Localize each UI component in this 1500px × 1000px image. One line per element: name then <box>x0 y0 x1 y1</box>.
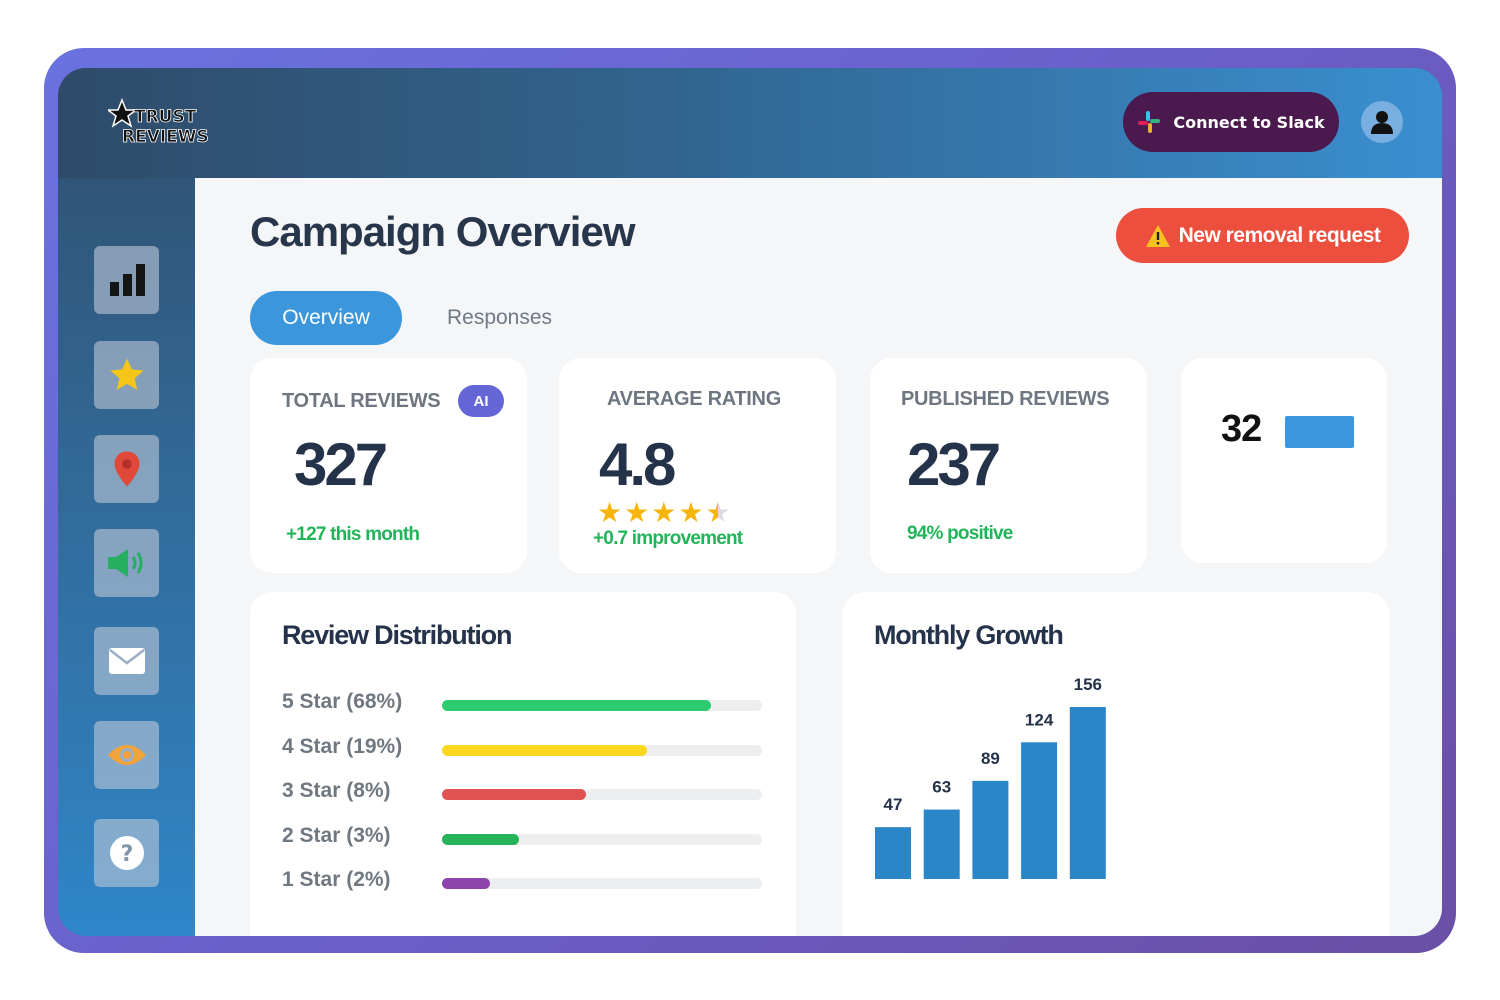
logo-text-bottom: REVIEWS <box>122 127 209 147</box>
extra-stat-card: 32 <box>1181 358 1387 563</box>
rating-stars: ★ ★ ★ ★ ★ <box>597 499 731 527</box>
map-pin-icon <box>114 451 139 487</box>
sidebar-item-locations[interactable] <box>94 435 159 503</box>
help-icon: ? <box>109 836 144 870</box>
review-distribution-card: Review Distribution 5 Star (68%) 4 Star (… <box>250 592 796 936</box>
growth-bar <box>1021 742 1058 879</box>
top-bar: TRUST REVIEWS Connect to Slack <box>58 68 1442 178</box>
main-content: Campaign Overview New removal request Ov… <box>195 178 1442 936</box>
distribution-row: 3 Star (8%) <box>282 779 762 809</box>
total-reviews-card: TOTAL REVIEWS AI 327 +127 this month <box>250 358 527 573</box>
sidebar-item-help[interactable]: ? <box>94 819 159 887</box>
sidebar-item-campaigns[interactable] <box>94 529 159 597</box>
monthly-growth-title: Monthly Growth <box>874 620 1064 650</box>
rating-star-icon: ★ <box>651 497 677 528</box>
mail-icon <box>108 648 145 674</box>
published-reviews-card: PUBLISHED REVIEWS 237 94% positive <box>870 358 1147 573</box>
new-removal-request-button[interactable]: New removal request <box>1116 208 1409 263</box>
brand-logo[interactable]: TRUST REVIEWS <box>108 96 248 152</box>
published-reviews-label: PUBLISHED REVIEWS <box>901 388 1110 410</box>
growth-bar <box>875 827 911 879</box>
distribution-track <box>442 700 762 711</box>
app-window: TRUST REVIEWS Connect to Slack <box>58 68 1442 936</box>
published-reviews-positive: 94% positive <box>907 523 1013 544</box>
distribution-row: 4 Star (19%) <box>282 735 762 765</box>
growth-bar <box>923 809 960 879</box>
growth-bar <box>1069 707 1106 879</box>
tab-responses[interactable]: Responses <box>446 306 553 329</box>
user-avatar[interactable] <box>1361 101 1403 143</box>
slack-icon <box>1138 111 1161 133</box>
warning-icon <box>1145 224 1170 247</box>
average-rating-card: AVERAGE RATING 4.8 ★ ★ ★ ★ ★ +0.7 improvemen… <box>559 358 836 573</box>
extra-stat-value: 32 <box>1221 408 1262 450</box>
review-distribution-title: Review Distribution <box>282 620 512 650</box>
growth-bar-label: 63 <box>932 778 951 797</box>
distribution-track <box>442 878 762 889</box>
connect-slack-button[interactable]: Connect to Slack <box>1123 92 1339 152</box>
distribution-row: 5 Star (68%) <box>282 690 762 720</box>
tab-overview[interactable]: Overview <box>250 291 402 345</box>
distribution-label: 4 Star (19%) <box>282 734 403 758</box>
distribution-fill <box>442 744 647 756</box>
extra-stat-bar <box>1285 416 1354 448</box>
sidebar: ? <box>58 178 195 936</box>
sidebar-item-analytics[interactable] <box>94 246 159 314</box>
distribution-row: 1 Star (2%) <box>282 868 762 898</box>
distribution-label: 1 Star (2%) <box>282 868 391 891</box>
distribution-track <box>442 833 762 845</box>
sidebar-item-reviews[interactable] <box>94 341 159 409</box>
distribution-label: 5 Star (68%) <box>282 690 403 713</box>
monthly-growth-chart: 47 63 89 124 156 <box>875 675 1106 879</box>
distribution-fill <box>442 833 519 845</box>
megaphone-icon <box>107 549 142 577</box>
total-reviews-value: 327 <box>294 431 388 498</box>
distribution-track <box>442 744 762 756</box>
slack-button-label: Connect to Slack <box>1173 112 1325 132</box>
growth-bar <box>972 780 1009 879</box>
rating-star-icon: ★ <box>624 497 650 528</box>
sidebar-item-messages[interactable] <box>94 627 159 695</box>
eye-icon <box>107 745 146 765</box>
growth-bar-label: 47 <box>884 795 903 814</box>
average-rating-label: AVERAGE RATING <box>607 388 781 410</box>
distribution-fill <box>442 789 586 800</box>
logo-text-top: TRUST <box>134 107 197 127</box>
published-reviews-value: 237 <box>907 431 1001 498</box>
total-reviews-label: TOTAL REVIEWS <box>282 390 441 412</box>
removal-button-label: New removal request <box>1178 223 1381 247</box>
user-icon <box>1371 111 1393 134</box>
distribution-label: 2 Star (3%) <box>282 823 391 847</box>
distribution-label: 3 Star (8%) <box>282 779 391 802</box>
distribution-fill <box>442 700 711 711</box>
star-icon <box>109 358 144 390</box>
page-title: Campaign Overview <box>250 208 635 255</box>
distribution-row: 2 Star (3%) <box>282 824 762 854</box>
distribution-fill <box>442 878 490 889</box>
average-rating-value: 4.8 <box>599 431 676 498</box>
growth-bar-label: 156 <box>1074 675 1102 694</box>
distribution-track <box>442 789 762 800</box>
sidebar-item-monitoring[interactable] <box>94 721 159 789</box>
rating-star-icon: ★ <box>597 497 623 528</box>
ai-badge: AI <box>458 385 504 417</box>
rating-star-icon: ★ <box>678 497 704 528</box>
growth-bar-label: 124 <box>1025 710 1054 729</box>
monthly-growth-card: Monthly Growth 47 63 89 124 156 <box>843 592 1389 936</box>
growth-bar-label: 89 <box>981 749 1000 768</box>
svg-text:?: ? <box>120 842 133 867</box>
average-rating-change: +0.7 improvement <box>593 528 743 549</box>
total-reviews-change: +127 this month <box>286 524 420 545</box>
bar-chart-icon <box>109 264 145 296</box>
rating-star-icon: ★ <box>705 497 731 528</box>
